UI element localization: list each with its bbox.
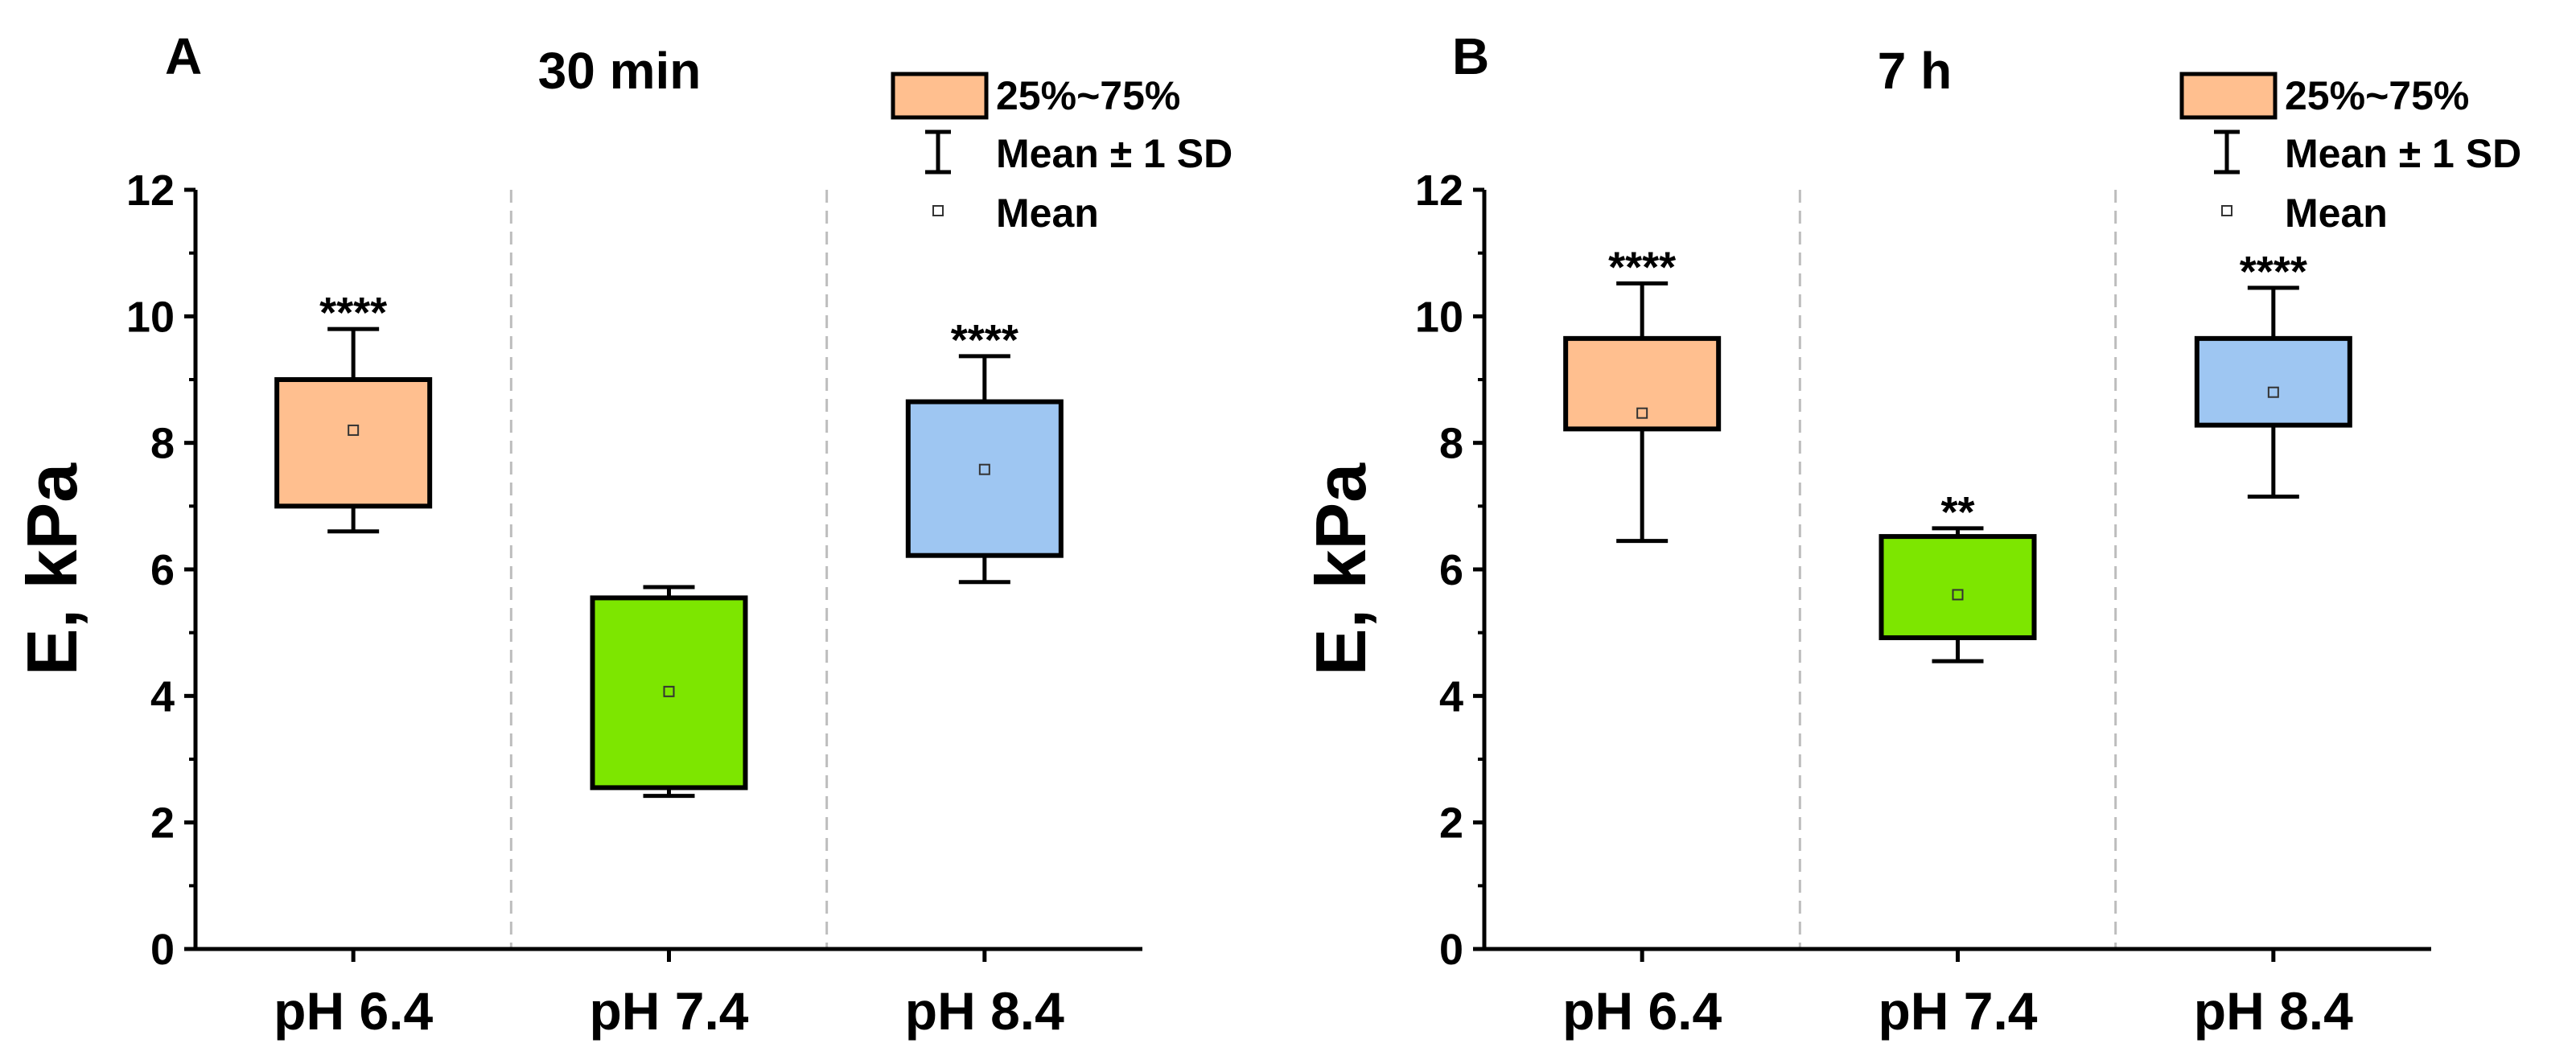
y-tick-label: 2 — [1439, 799, 1463, 848]
y-axis-label: E, kPa — [12, 462, 92, 676]
mean-marker — [978, 463, 990, 475]
box-ph-8-4: **** — [905, 316, 1064, 585]
legend: 25%~75% Mean ± 1 SD Mean — [2175, 66, 2521, 243]
significance-label: **** — [951, 316, 1018, 364]
mean-marker — [663, 685, 675, 697]
y-tick-label: 8 — [1439, 420, 1463, 468]
y-tick-label: 2 — [150, 799, 175, 848]
y-tick-label: 8 — [150, 420, 175, 468]
significance-label: **** — [2240, 248, 2307, 296]
x-tick-label: pH 6.4 — [274, 981, 433, 1041]
box-ph-6-4: **** — [274, 289, 433, 534]
box-iqr — [2194, 335, 2352, 428]
legend-box-label: 25%~75% — [2285, 73, 2469, 118]
significance-label: **** — [1608, 243, 1676, 291]
legend-mean-marker — [2221, 205, 2232, 216]
y-tick-label: 6 — [1439, 546, 1463, 594]
legend-mean-label: Mean — [2285, 191, 2388, 236]
panel-letter: A — [165, 27, 202, 85]
x-tick-label: pH 8.4 — [2194, 981, 2353, 1041]
box-iqr — [274, 377, 433, 509]
box-iqr — [1563, 335, 1722, 432]
legend-box-label: 25%~75% — [996, 73, 1180, 118]
mean-marker — [2267, 386, 2279, 398]
y-tick-label: 6 — [150, 546, 175, 594]
x-tick-label: pH 7.4 — [1878, 981, 2037, 1041]
box-ph-8-4: **** — [2194, 248, 2352, 499]
x-tick-label: pH 7.4 — [589, 981, 748, 1041]
legend-mean-label: Mean — [996, 191, 1099, 236]
box-iqr — [590, 595, 748, 791]
y-tick-label: 4 — [1439, 672, 1463, 721]
legend-whisker-label: Mean ± 1 SD — [996, 131, 1232, 176]
panel-letter: B — [1452, 27, 1489, 85]
panel-title: 30 min — [538, 42, 702, 100]
box-iqr — [1879, 534, 2037, 640]
significance-label: ** — [1940, 488, 1974, 536]
panel-title: 7 h — [1878, 42, 1952, 100]
legend-box-swatch — [2179, 72, 2278, 120]
x-tick-label: pH 8.4 — [905, 981, 1064, 1041]
legend: 25%~75% Mean ± 1 SD Mean — [887, 66, 1232, 243]
mean-marker — [1952, 589, 1964, 601]
significance-label: **** — [319, 289, 387, 337]
panel-A: 0 2 4 6 8 10 12 pH 6.4 pH 7.4 pH 8.4 **** **** E, kP… — [12, 27, 1232, 1041]
mean-marker — [348, 424, 360, 436]
y-tick-label: 4 — [150, 672, 175, 721]
y-tick-label: 12 — [1415, 166, 1463, 215]
box-ph-6-4: **** — [1563, 243, 1722, 544]
y-tick-label: 12 — [126, 166, 175, 215]
box-iqr — [905, 399, 1064, 558]
legend-mean-marker — [932, 205, 944, 216]
y-axis-label: E, kPa — [1301, 462, 1381, 676]
y-tick-label: 0 — [1439, 926, 1463, 974]
y-tick-label: 10 — [126, 293, 175, 341]
y-tick-label: 10 — [1415, 293, 1463, 341]
legend-box-swatch — [891, 72, 989, 120]
x-tick-label: pH 6.4 — [1562, 981, 1722, 1041]
legend-whisker-label: Mean ± 1 SD — [2285, 131, 2521, 176]
mean-marker — [1636, 407, 1648, 419]
box-ph-7-4: ** — [1879, 488, 2037, 663]
box-ph-7-4 — [590, 585, 748, 799]
y-tick-label: 0 — [150, 926, 175, 974]
